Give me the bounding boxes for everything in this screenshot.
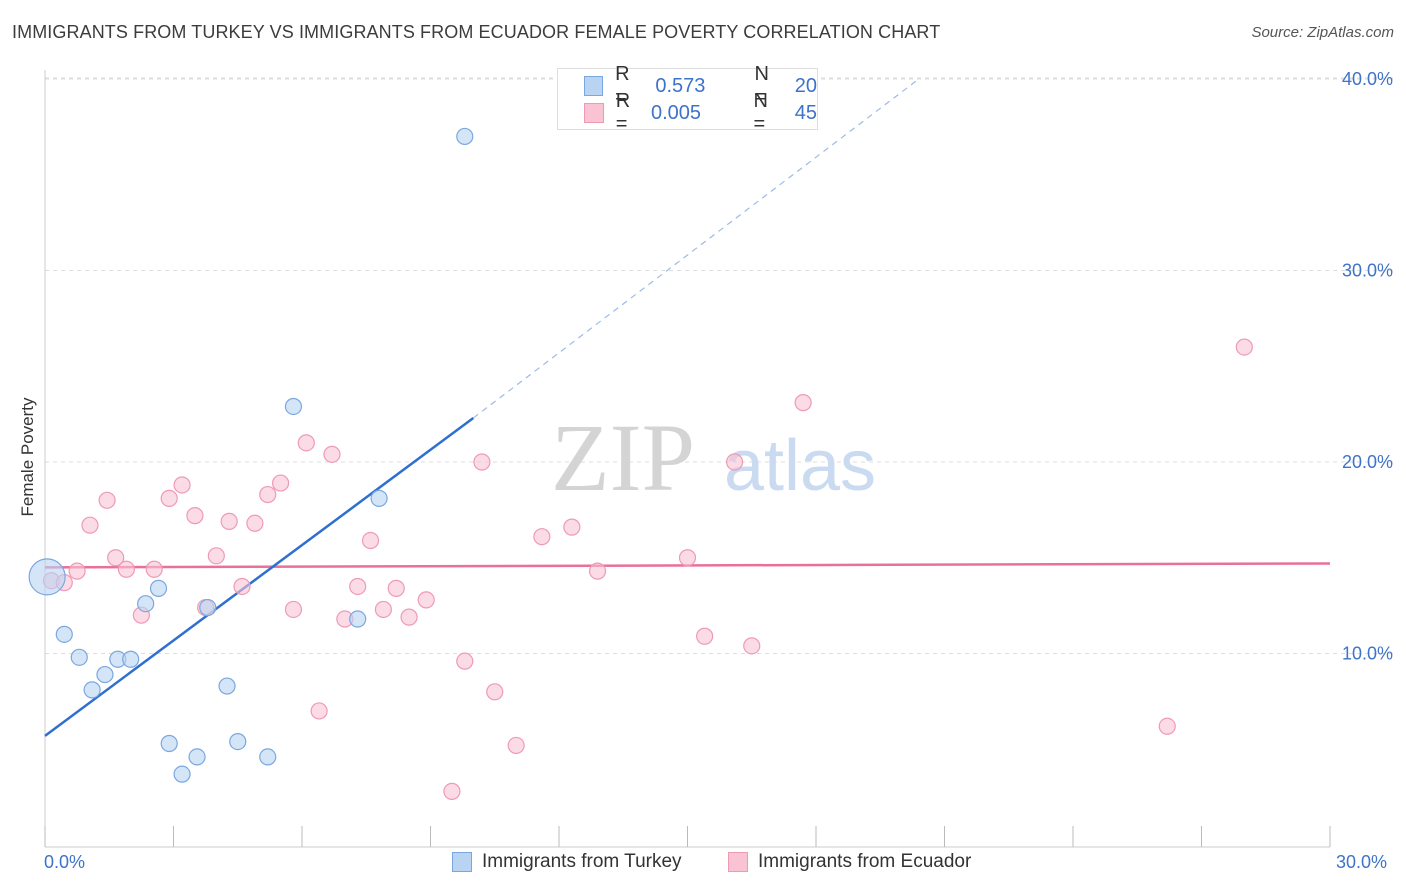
y-tick-label: 20.0% bbox=[1342, 452, 1393, 472]
watermark: ZIP atlas bbox=[551, 404, 876, 511]
stats-legend: R = 0.573 N = 20 R = 0.005 N = 45 bbox=[557, 63, 818, 135]
turkey-point bbox=[83, 681, 101, 699]
ecuador-legend-swatch bbox=[728, 852, 748, 872]
turkey-point bbox=[349, 610, 367, 628]
turkey-legend-label: Immigrants from Turkey bbox=[482, 851, 682, 872]
ecuador-point bbox=[98, 491, 116, 509]
ecuador-point bbox=[271, 474, 290, 492]
ecuador-point bbox=[145, 560, 163, 578]
turkey-n-value: 20 bbox=[794, 74, 817, 97]
turkey-point bbox=[370, 489, 388, 507]
ecuador-point bbox=[374, 600, 392, 619]
legend-row-ecuador: R = 0.005 N = 45 bbox=[584, 90, 817, 135]
ecuador-point bbox=[173, 476, 191, 494]
turkey-point bbox=[456, 127, 474, 146]
turkey-point bbox=[188, 748, 206, 766]
axes bbox=[44, 70, 1331, 848]
turkey-point bbox=[137, 595, 155, 613]
ecuador-point bbox=[233, 577, 251, 596]
turkey-point bbox=[284, 397, 303, 416]
ecuador-point bbox=[473, 453, 491, 471]
y-tick-label: 30.0% bbox=[1342, 261, 1393, 281]
ecuador-n-value: 45 bbox=[794, 101, 817, 124]
ecuador-point bbox=[246, 514, 264, 532]
ecuador-point bbox=[588, 562, 607, 580]
y-axis-label: Female Poverty bbox=[18, 397, 37, 517]
ecuador-point bbox=[794, 394, 812, 412]
turkey-point bbox=[96, 665, 114, 684]
ecuador-point bbox=[417, 591, 435, 609]
turkey-r-label: R = bbox=[615, 63, 630, 108]
ecuador-point bbox=[323, 445, 341, 463]
turkey-point bbox=[229, 732, 247, 751]
chart-title: IMMIGRANTS FROM TURKEY VS IMMIGRANTS FRO… bbox=[12, 22, 941, 42]
turkey-point bbox=[55, 625, 73, 643]
legend-row-turkey: R = 0.573 N = 20 bbox=[584, 63, 817, 108]
x-tick-label-max: 30.0% bbox=[1336, 852, 1388, 872]
turkey-legend-swatch bbox=[452, 852, 472, 872]
ecuador-point bbox=[160, 489, 178, 507]
series-legend: Immigrants from Turkey Immigrants from E… bbox=[0, 851, 1406, 877]
ecuador-n-label: N = bbox=[753, 90, 768, 135]
ecuador-point bbox=[443, 782, 461, 800]
turkey-n-label: N = bbox=[754, 63, 769, 108]
x-tick-label-min: 0.0% bbox=[44, 852, 86, 872]
source-label: Source: ZipAtlas.com bbox=[1251, 24, 1394, 41]
turkey-points bbox=[28, 127, 474, 783]
turkey-point bbox=[149, 579, 168, 597]
ecuador-point bbox=[117, 560, 135, 578]
ecuador-point bbox=[726, 453, 744, 471]
turkey-point bbox=[122, 650, 140, 668]
ecuador-swatch bbox=[584, 103, 604, 123]
watermark-zip: ZIP bbox=[551, 404, 695, 511]
ecuador-point bbox=[207, 547, 225, 565]
ecuador-point bbox=[456, 652, 474, 670]
ecuador-point bbox=[507, 736, 525, 755]
ecuador-point bbox=[310, 702, 328, 720]
ecuador-point bbox=[486, 683, 504, 701]
ecuador-point bbox=[387, 579, 405, 597]
ecuador-r-value: 0.005 bbox=[650, 101, 702, 124]
ecuador-point bbox=[361, 531, 380, 550]
y-tick-label: 40.0% bbox=[1342, 69, 1393, 89]
turkey-point bbox=[199, 598, 217, 617]
y-tick-labels: 10.0% 20.0% 30.0% 40.0% bbox=[1342, 69, 1393, 664]
ecuador-point bbox=[186, 507, 204, 525]
turkey-r-value: 0.573 bbox=[655, 74, 706, 97]
turkey-swatch bbox=[584, 76, 604, 96]
turkey-point bbox=[28, 558, 66, 596]
ecuador-point bbox=[743, 637, 761, 655]
y-tick-label: 10.0% bbox=[1342, 644, 1393, 664]
ecuador-point bbox=[400, 608, 418, 626]
ecuador-point bbox=[1235, 338, 1253, 356]
ecuador-point bbox=[563, 518, 581, 536]
turkey-point bbox=[218, 677, 236, 695]
watermark-atlas: atlas bbox=[724, 426, 876, 506]
turkey-point bbox=[160, 734, 178, 753]
ecuador-point bbox=[1158, 717, 1176, 735]
turkey-point bbox=[259, 748, 277, 766]
ecuador-point bbox=[533, 528, 551, 546]
turkey-trend-extension bbox=[472, 78, 920, 419]
ecuador-r-label: R = bbox=[615, 90, 631, 135]
ecuador-point bbox=[678, 549, 697, 567]
ecuador-point bbox=[696, 627, 714, 645]
legend-item-turkey: Immigrants from Turkey bbox=[452, 851, 682, 873]
ecuador-points bbox=[42, 338, 1253, 800]
turkey-point bbox=[70, 648, 88, 666]
ecuador-point bbox=[107, 549, 125, 567]
ecuador-point bbox=[284, 600, 303, 619]
ecuador-point bbox=[81, 516, 99, 534]
ecuador-point bbox=[297, 434, 315, 452]
ecuador-point bbox=[68, 562, 86, 580]
ecuador-legend-label: Immigrants from Ecuador bbox=[758, 851, 972, 872]
turkey-point bbox=[173, 765, 191, 783]
ecuador-point bbox=[220, 512, 238, 530]
ecuador-point bbox=[259, 485, 277, 504]
legend-item-ecuador: Immigrants from Ecuador bbox=[728, 851, 971, 873]
turkey-trend-line bbox=[44, 416, 475, 737]
ecuador-point bbox=[349, 577, 367, 596]
